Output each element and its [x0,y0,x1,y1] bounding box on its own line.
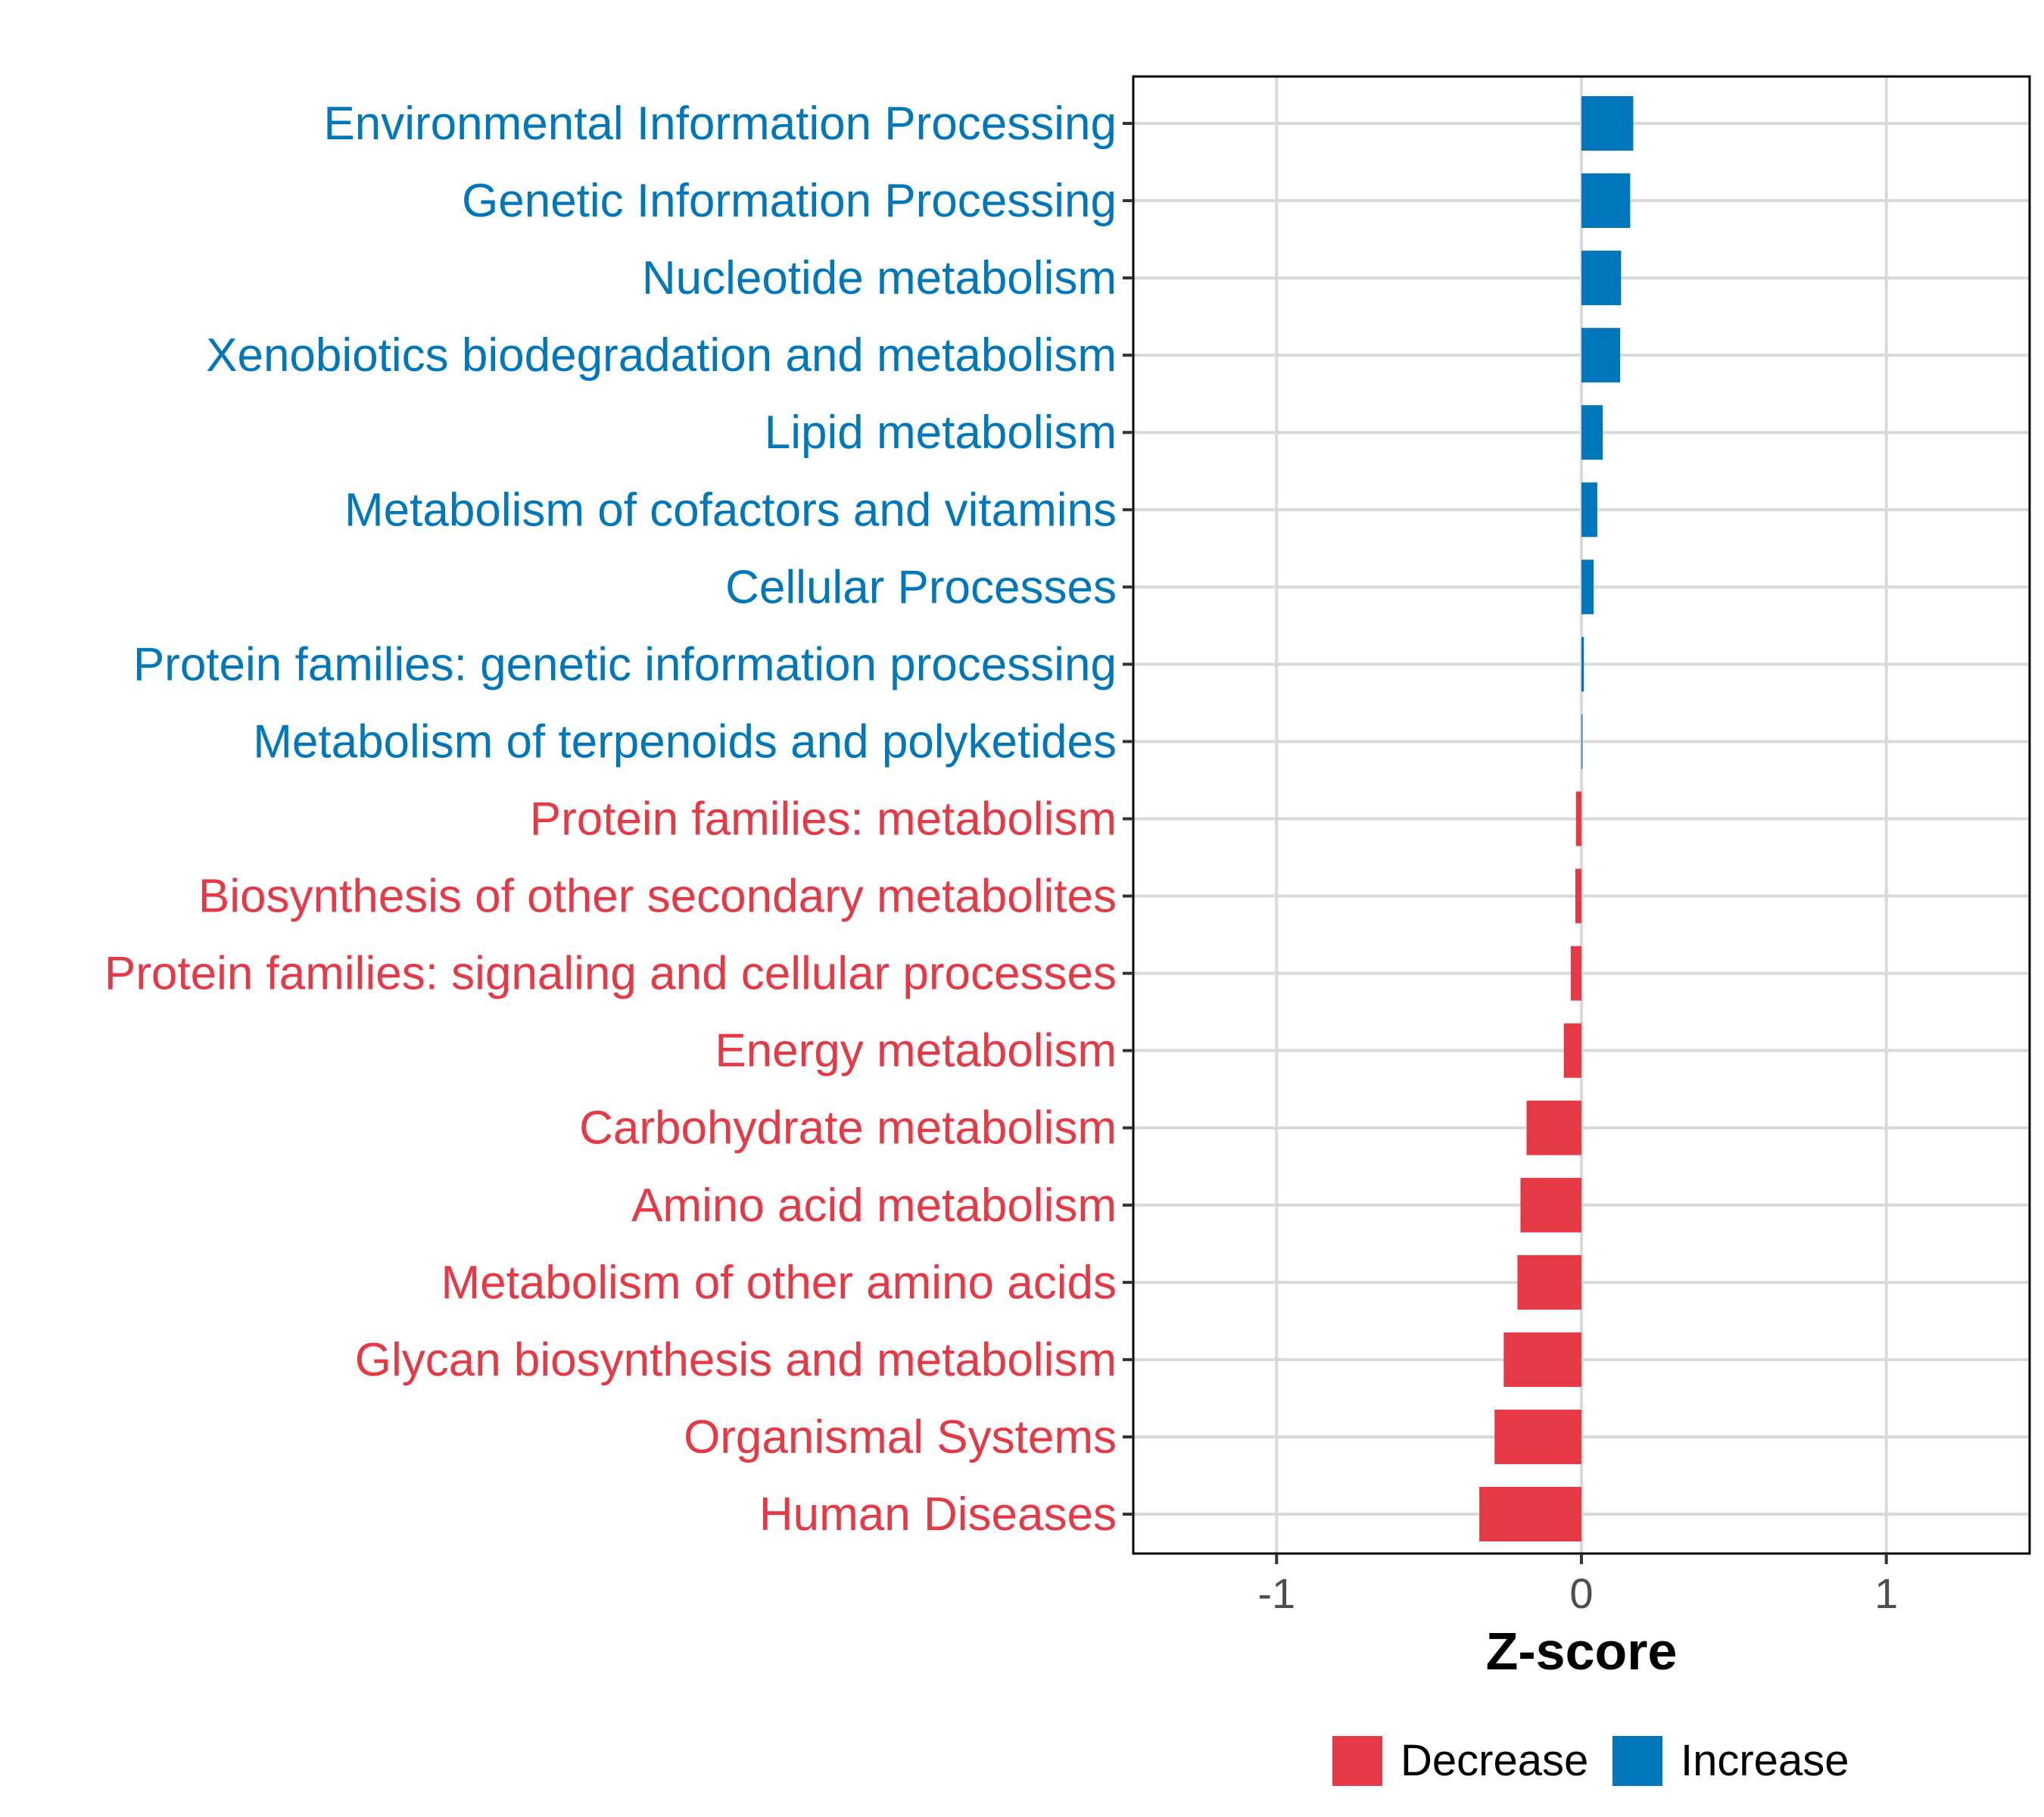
category-labels: Environmental Information Processing Gene… [104,98,1133,1541]
category-label-15: Metabolism of other amino acids [441,1257,1117,1309]
legend-swatch-increase [1612,1736,1662,1786]
category-label-6: Cellular Processes [725,561,1117,613]
bar-15 [1517,1254,1581,1310]
bar-5 [1581,482,1597,538]
bar-10 [1575,868,1581,924]
x-tick-label-2: 1 [1874,1569,1898,1617]
category-label-8: Metabolism of terpenoids and polyketides [253,715,1117,768]
legend: Decrease Increase [1332,1736,1849,1786]
category-label-9: Protein families: metabolism [530,793,1117,846]
legend-label-decrease: Decrease [1401,1736,1588,1785]
bars [1479,96,1634,1541]
category-label-18: Human Diseases [759,1488,1117,1541]
x-tick-label-0: -1 [1257,1569,1295,1617]
bar-1 [1581,173,1631,229]
bar-16 [1503,1332,1581,1387]
legend-label-increase: Increase [1681,1736,1849,1785]
bar-12 [1563,1023,1581,1078]
legend-swatch-decrease [1332,1736,1382,1786]
bar-3 [1581,328,1621,383]
bar-18 [1479,1487,1581,1541]
category-label-5: Metabolism of cofactors and vitamins [344,484,1117,536]
category-label-7: Protein families: genetic information pr… [133,638,1117,690]
category-label-0: Environmental Information Processing [323,98,1117,150]
bar-0 [1581,96,1634,151]
bar-6 [1581,559,1594,615]
category-label-10: Biosynthesis of other secondary metaboli… [198,871,1117,923]
category-label-4: Lipid metabolism [765,407,1117,459]
bar-7 [1581,637,1584,692]
bar-4 [1581,405,1603,460]
category-label-13: Carbohydrate metabolism [579,1102,1117,1155]
x-axis-title: Z-score [1486,1622,1678,1681]
bar-11 [1570,946,1581,1001]
bar-13 [1526,1100,1581,1155]
category-label-12: Energy metabolism [715,1025,1117,1077]
category-label-2: Nucleotide metabolism [642,252,1117,304]
category-label-11: Protein families: signaling and cellular… [104,948,1117,1000]
category-label-14: Amino acid metabolism [631,1180,1117,1232]
x-axis-ticks: -1 0 1 [1257,1554,1898,1617]
bar-8 [1581,714,1583,769]
x-tick-label-1: 0 [1569,1569,1593,1617]
category-label-16: Glycan biosynthesis and metabolism [355,1334,1117,1386]
category-label-1: Genetic Information Processing [462,175,1117,227]
bar-14 [1520,1177,1581,1233]
bar-2 [1581,251,1622,306]
bar-17 [1494,1409,1581,1464]
category-label-3: Xenobiotics biodegradation and metabolis… [206,329,1117,382]
bar-9 [1575,791,1581,846]
category-label-17: Organismal Systems [684,1411,1117,1463]
